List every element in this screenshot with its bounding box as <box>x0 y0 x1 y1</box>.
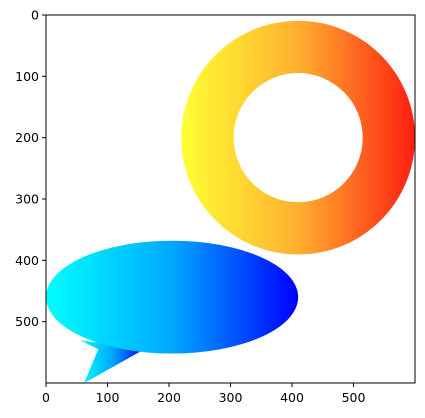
x-axis: 0 100 200 300 400 500 <box>42 383 365 405</box>
y-tick-label: 100 <box>15 69 39 84</box>
speech-bubble-tail <box>79 340 145 383</box>
y-tick-label: 200 <box>15 130 39 145</box>
y-axis: 0 100 200 300 400 500 <box>15 8 46 329</box>
image-content <box>46 20 416 383</box>
y-tick-label: 500 <box>15 314 39 329</box>
x-tick-label: 400 <box>280 390 304 405</box>
x-tick-label: 0 <box>42 390 50 405</box>
speech-bubble-shape <box>46 240 299 383</box>
speech-bubble-body <box>46 240 299 354</box>
x-tick-label: 200 <box>157 390 181 405</box>
ring-shape <box>181 20 416 255</box>
x-tick-label: 300 <box>219 390 243 405</box>
y-tick-label: 400 <box>15 253 39 268</box>
x-tick-label: 500 <box>342 390 366 405</box>
y-tick-label: 0 <box>31 8 39 23</box>
x-tick-label: 100 <box>96 390 120 405</box>
y-tick-label: 300 <box>15 192 39 207</box>
